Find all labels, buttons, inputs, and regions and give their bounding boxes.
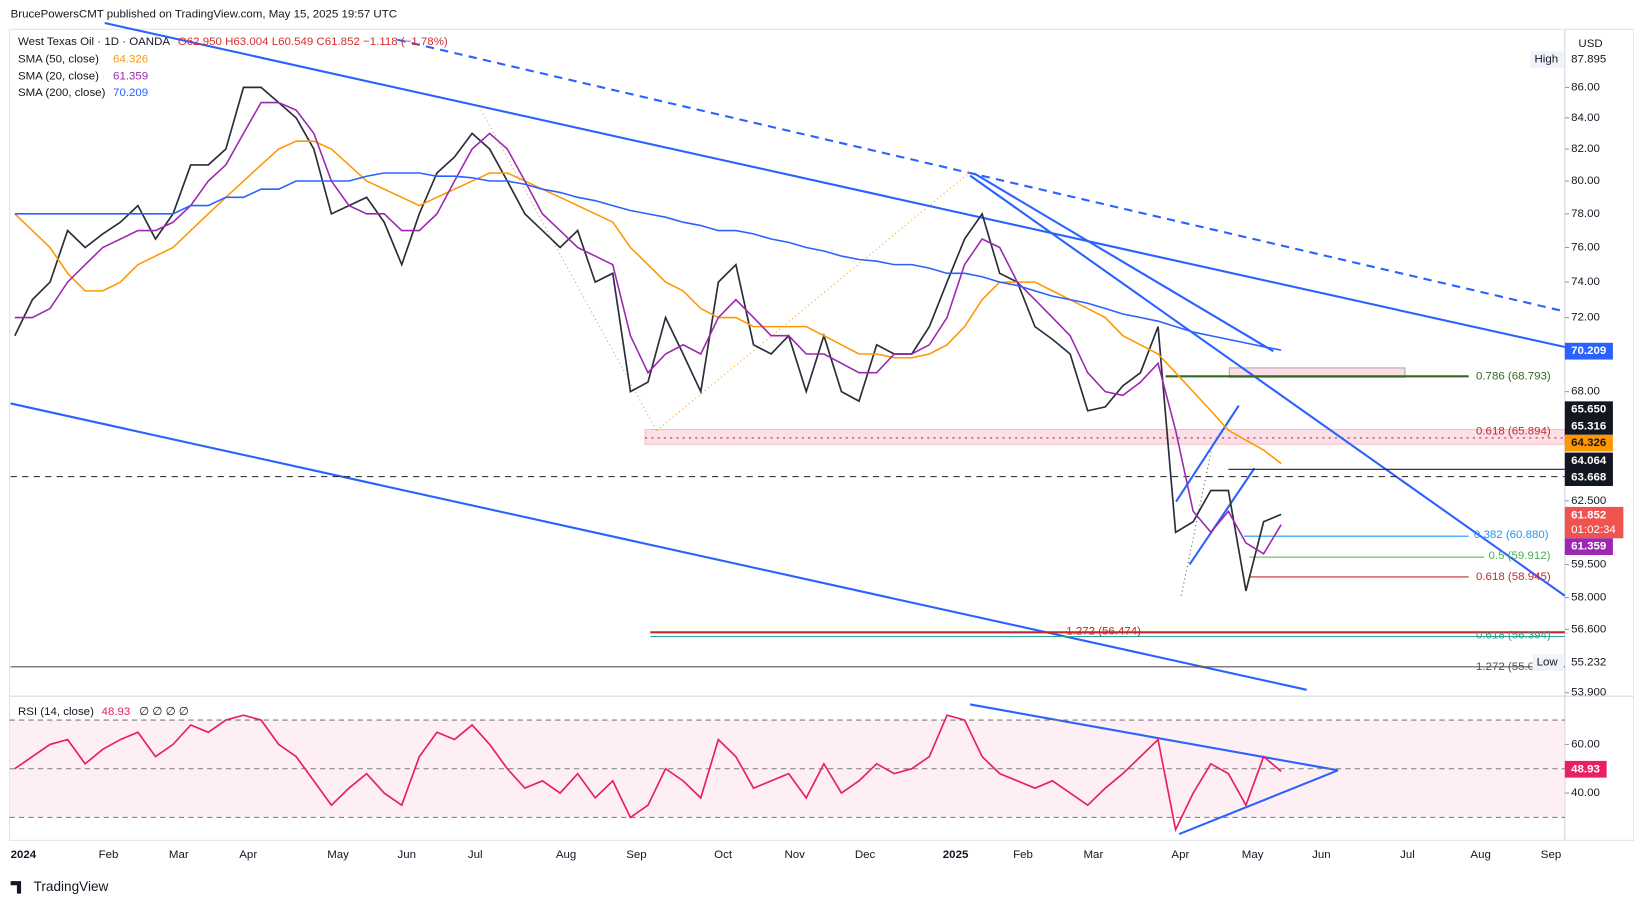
x-tick-label: Jul [1400, 849, 1415, 861]
x-tick-label: Oct [714, 849, 733, 861]
trend-line [969, 174, 1566, 597]
x-tick-label: Aug [556, 849, 576, 861]
x-tick-label: Feb [1013, 849, 1033, 861]
high-label: High [1535, 54, 1559, 66]
last-price: 61.852 [1571, 509, 1606, 521]
legend-sma200-value: 70.209 [113, 87, 148, 99]
price-tag-text: 65.316 [1571, 420, 1606, 432]
y-tick-label: 68.00 [1571, 386, 1600, 398]
y-tick-label: 72.00 [1571, 312, 1600, 324]
x-tick-label: Jun [398, 849, 417, 861]
x-tick-label: May [327, 849, 349, 861]
legend-ohlc: O62.950 H63.004 L60.549 C61.852 −1.118 (… [178, 36, 448, 48]
price-tag-text: 64.326 [1571, 437, 1606, 449]
trend-line [973, 172, 1274, 353]
x-tick-label: Sep [626, 849, 646, 861]
fib-label: 1.272 (55.0 [1476, 661, 1534, 673]
price-tag-text: 65.650 [1571, 404, 1606, 416]
rsi-tag-text: 48.93 [1571, 763, 1600, 775]
fib-label: 0.618 (56.394) [1476, 630, 1551, 642]
legend-sma20: SMA (20, close) [18, 70, 99, 82]
low-value: 55.232 [1571, 657, 1606, 669]
y-tick-label: 58.000 [1571, 592, 1606, 604]
fib-label: 0.382 (60.880) [1474, 529, 1549, 541]
y-tick-label: 82.00 [1571, 143, 1600, 155]
y-tick-label: 62.500 [1571, 495, 1606, 507]
y-tick-label: 40.00 [1571, 787, 1600, 799]
series-line [14, 101, 1282, 555]
trend-line [1175, 404, 1240, 503]
legend-sma20-value: 61.359 [113, 70, 148, 82]
x-tick-label: May [1242, 849, 1264, 861]
fib-label: 0.5 (59.912) [1489, 550, 1551, 562]
x-tick-label: 2024 [11, 849, 37, 861]
x-tick-label: Feb [99, 849, 119, 861]
y-tick-label: 60.00 [1571, 738, 1600, 750]
x-tick-label: Mar [1084, 849, 1104, 861]
legend-sma50: SMA (50, close) [18, 54, 99, 66]
series-line [14, 714, 1282, 833]
fib-label: 0.618 (65.894) [1476, 426, 1551, 438]
x-tick-label: Jul [468, 849, 483, 861]
x-tick-label: Dec [855, 849, 876, 861]
zone [644, 429, 1566, 445]
price-tag [1564, 538, 1613, 555]
fib-label: 0.786 (68.793) [1476, 370, 1551, 382]
trend-line [397, 38, 1566, 313]
trend-line [10, 402, 1307, 691]
y-tick-label: 59.500 [1571, 559, 1606, 571]
price-tag-text: 63.668 [1571, 472, 1607, 484]
y-tick-label: 84.00 [1571, 112, 1600, 124]
brand-logo [10, 881, 22, 894]
y-tick-label: 80.00 [1571, 175, 1600, 187]
price-tag-text: 61.359 [1571, 541, 1606, 553]
price-tag-text: 70.209 [1571, 345, 1606, 357]
brand: TradingView [34, 879, 109, 894]
legend-rsi-extra: ∅ ∅ ∅ ∅ [139, 706, 189, 718]
legend-rsi-value: 48.93 [102, 706, 131, 718]
price-tag [1564, 452, 1613, 487]
legend-sma50-value: 64.326 [113, 54, 148, 66]
rsi-tag [1564, 760, 1607, 778]
x-tick-label: Aug [1470, 849, 1490, 861]
y-tick-label: 56.600 [1571, 623, 1606, 635]
legend-symbol: West Texas Oil · 1D · OANDA [18, 36, 170, 48]
price-tag [1564, 342, 1613, 360]
series-line [14, 86, 1282, 592]
x-tick-label: 2025 [943, 849, 969, 861]
x-tick-label: Mar [169, 849, 189, 861]
x-tick-label: Apr [1171, 849, 1189, 861]
high-value: 87.895 [1571, 54, 1606, 66]
trend-line [1188, 467, 1256, 565]
fib-label: 0.618 (58.945) [1476, 571, 1551, 583]
y-tick-label: 86.00 [1571, 81, 1600, 93]
series-line [14, 172, 1282, 351]
low-label: Low [1537, 657, 1559, 669]
x-tick-label: Apr [239, 849, 257, 861]
trend-line [104, 21, 1566, 349]
currency: USD [1578, 38, 1602, 50]
x-tick-label: Nov [785, 849, 806, 861]
x-tick-label: Sep [1541, 849, 1561, 861]
y-tick-label: 76.00 [1571, 242, 1600, 254]
x-tick-label: Jun [1312, 849, 1331, 861]
rsi-trend-line [969, 703, 1339, 772]
y-tick-label: 74.00 [1571, 276, 1600, 288]
y-tick-label: 78.00 [1571, 208, 1600, 220]
rsi-trend-line [1178, 769, 1339, 836]
price-tag [1564, 401, 1613, 435]
price-tag [1564, 434, 1613, 452]
high-box [1530, 51, 1564, 68]
legend-sma200: SMA (200, close) [18, 87, 106, 99]
legend-rsi: RSI (14, close) [18, 706, 94, 718]
countdown: 01:02:34 [1571, 524, 1616, 536]
low-box [1532, 654, 1564, 672]
fib-leg [1180, 444, 1214, 596]
price-tag-text: 64.064 [1571, 455, 1607, 467]
last-price-tag [1564, 506, 1624, 539]
y-tick-label: 53.900 [1571, 687, 1606, 699]
fib-label: 1.272 (56.474) [1066, 625, 1141, 637]
byline: BrucePowersCMT published on TradingView.… [11, 9, 397, 21]
